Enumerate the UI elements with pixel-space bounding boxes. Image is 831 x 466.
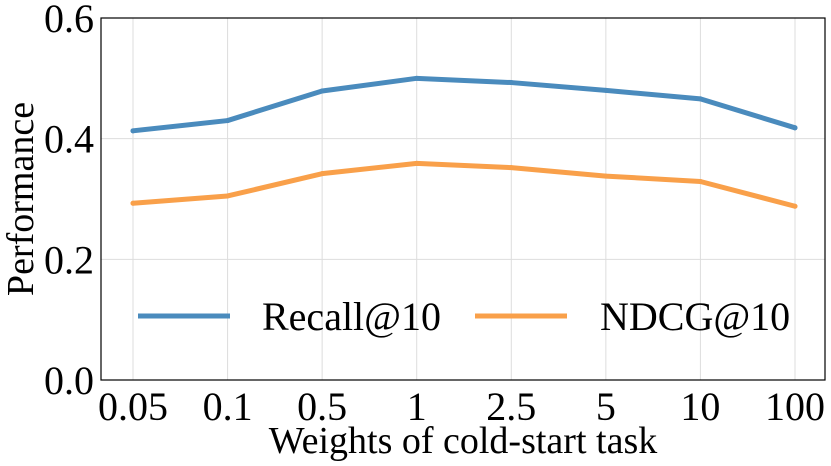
data-point	[603, 173, 609, 179]
y-axis-label: Performance	[0, 102, 42, 296]
data-point	[792, 125, 798, 131]
data-point	[508, 165, 514, 171]
x-tick-label: 0.1	[203, 384, 253, 429]
data-point	[130, 200, 136, 206]
data-point	[319, 88, 325, 94]
data-point	[414, 160, 420, 166]
x-tick-label: 5	[596, 384, 616, 429]
plot-frame	[100, 17, 826, 381]
y-tick-label: 0.2	[44, 237, 94, 282]
data-point	[508, 80, 514, 86]
series-group	[130, 75, 798, 209]
legend-label-ndcg: NDCG@10	[600, 294, 790, 339]
series-line-recall-10	[130, 75, 798, 134]
data-point	[792, 203, 798, 209]
y-tick-label: 0.4	[44, 117, 94, 162]
y-tick-label: 0.6	[44, 0, 94, 41]
x-tick-label: 0.5	[297, 384, 347, 429]
x-tick-label: 1	[407, 384, 427, 429]
x-axis-label: Weights of cold-start task	[269, 420, 657, 462]
data-point	[319, 171, 325, 177]
data-point	[697, 179, 703, 185]
y-tick-labels: 0.0 0.2 0.4 0.6	[44, 0, 94, 403]
x-tick-label: 0.05	[98, 384, 168, 429]
x-tick-label: 2.5	[486, 384, 536, 429]
data-point	[225, 193, 231, 199]
data-point	[414, 75, 420, 81]
x-tick-label: 100	[765, 384, 825, 429]
data-point	[603, 87, 609, 93]
data-point	[697, 96, 703, 102]
legend: Recall@10 NDCG@10	[138, 294, 790, 339]
data-point	[225, 118, 231, 124]
legend-label-recall: Recall@10	[262, 294, 441, 339]
y-tick-label: 0.0	[44, 358, 94, 403]
x-tick-labels: 0.05 0.1 0.5 1 2.5 5 10 100	[98, 384, 825, 429]
series-line-ndcg-10	[130, 160, 798, 209]
data-point	[130, 128, 136, 134]
x-tick-label: 10	[680, 384, 720, 429]
